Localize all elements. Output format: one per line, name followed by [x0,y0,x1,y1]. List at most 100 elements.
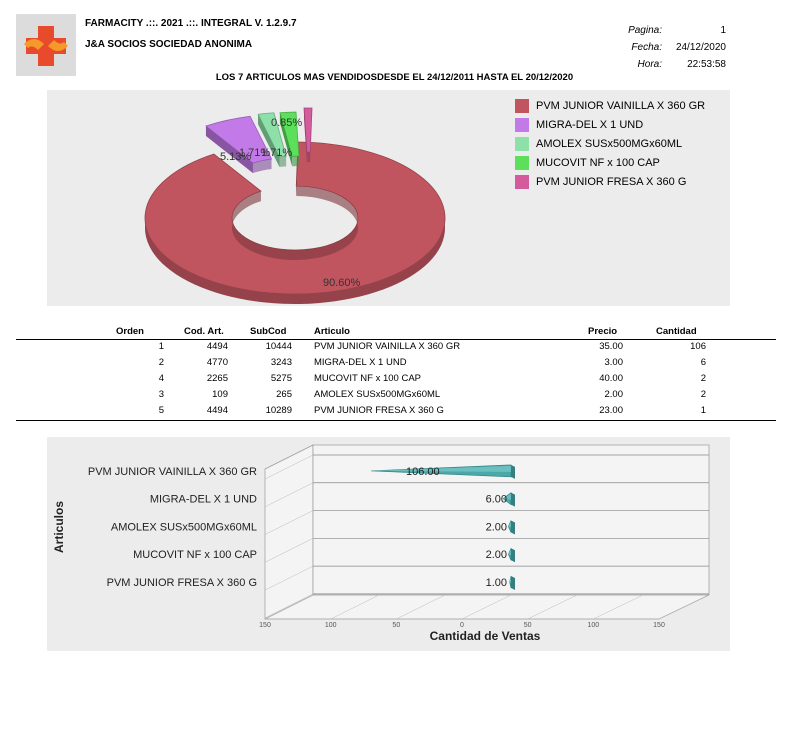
cell-cantidad: 2 [700,373,706,384]
x-tick-label: 100 [587,622,599,629]
col-subcod: SubCod [250,326,287,337]
cell-articulo: MIGRA-DEL X 1 UND [314,357,407,368]
pie-label-2: 1.71% [239,147,270,159]
cell-subcod: 3243 [270,357,292,368]
x-tick-label: 100 [325,622,337,629]
legend-item: PVM JUNIOR VAINILLA X 360 GR [515,96,705,115]
legend-swatch [515,98,529,113]
y-category-label: PVM JUNIOR VAINILLA X 360 GR [88,466,257,478]
cell-cantidad: 2 [700,389,706,400]
hora-label: Hora: [637,59,662,70]
col-articulo: Articulo [314,326,350,337]
pie-slice-3 [279,111,300,167]
table-row: 3 109 265 AMOLEX SUSx500MGx60ML 2.00 2 [16,389,776,405]
cell-subcod: 265 [276,389,292,400]
pie-label-1: 5.13% [220,151,251,163]
cell-precio: 35.00 [599,341,623,352]
legend-label: MUCOVIT NF x 100 CAP [536,156,660,169]
legend-swatch [515,174,529,189]
table-row: 4 2265 5275 MUCOVIT NF x 100 CAP 40.00 2 [16,373,776,389]
table-row: 2 4770 3243 MIGRA-DEL X 1 UND 3.00 6 [16,357,776,373]
pie-slice-1 [205,115,273,174]
cell-cod: 4770 [206,357,228,368]
table-header-divider [16,339,776,340]
cell-cantidad: 1 [700,405,706,416]
col-orden: Orden [116,326,144,337]
cell-orden: 3 [158,389,164,400]
cell-articulo: PVM JUNIOR FRESA X 360 G [314,405,444,416]
bar-1 [502,492,515,507]
cell-articulo: MUCOVIT NF x 100 CAP [314,373,421,384]
cell-cantidad: 6 [700,357,706,368]
pie-legend: PVM JUNIOR VAINILLA X 360 GR MIGRA-DEL X … [515,96,705,191]
fecha-label: Fecha: [631,42,662,53]
y-category-label: MUCOVIT NF x 100 CAP [133,549,257,561]
cell-orden: 4 [158,373,164,384]
pie-label-4: 0.85% [271,117,302,129]
hora-value: 22:53:58 [687,59,726,70]
bar-value-label: 2.00 [486,549,507,561]
cell-orden: 1 [158,341,164,352]
legend-item: AMOLEX SUSx500MGx60ML [515,134,705,153]
cell-cantidad: 106 [690,341,706,352]
x-tick-label: 0 [460,622,464,629]
table-bottom-divider [16,420,776,421]
cell-cod: 4494 [206,341,228,352]
legend-item: PVM JUNIOR FRESA X 360 G [515,172,705,191]
bar-value-label: 6.00 [486,494,507,506]
col-precio: Precio [588,326,618,337]
bar-4 [509,575,515,590]
x-tick-label: 150 [653,622,665,629]
x-tick-label: 50 [392,622,400,629]
pie-slice-2 [257,112,287,167]
cell-precio: 23.00 [599,405,623,416]
pagina-value: 1 [720,25,726,36]
bar-2 [508,520,515,535]
y-axis-title: Articulos [52,501,66,553]
cell-subcod: 10289 [265,405,292,416]
x-tick-label: 150 [259,622,271,629]
legend-label: PVM JUNIOR FRESA X 360 G [536,175,687,188]
table-row: 5 4494 10289 PVM JUNIOR FRESA X 360 G 23.00 1 [16,405,776,421]
cell-cod: 4494 [206,405,228,416]
y-category-label: MIGRA-DEL X 1 UND [150,494,257,506]
report-title: LOS 7 ARTICULOS MAS VENDIDOSDESDE EL 24/… [215,72,574,83]
app-title: FARMACITY .::. 2021 .::. INTEGRAL V. 1.2… [85,18,297,29]
cell-subcod: 5275 [270,373,292,384]
cell-articulo: PVM JUNIOR VAINILLA X 360 GR [314,341,461,352]
bar-chart: 150 100 50 0 50 100 150 106.00 PVM JUNIOR VAINIL… [52,444,710,643]
legend-label: AMOLEX SUSx500MGx60ML [536,137,683,150]
x-tick-label: 50 [524,622,532,629]
col-cod-art: Cod. Art. [184,326,224,337]
x-axis-title: Cantidad de Ventas [430,629,541,643]
cell-cod: 2265 [206,373,228,384]
legend-label: MIGRA-DEL X 1 UND [536,118,644,131]
bar-value-label: 1.00 [486,577,507,589]
cell-precio: 2.00 [604,389,624,400]
legend-swatch [515,136,529,151]
bar-chart-panel: 150 100 50 0 50 100 150 106.00 PVM JUNIOR VAINIL… [47,437,730,651]
pie-label-0: 90.60% [323,277,361,289]
pharmacy-cross-hands-icon [16,14,76,76]
company-name: J&A SOCIOS SOCIEDAD ANONIMA [85,39,253,50]
legend-item: MUCOVIT NF x 100 CAP [515,153,705,172]
cell-orden: 5 [158,405,164,416]
bar-3 [508,548,515,563]
articles-table: Orden Cod. Art. SubCod Articulo Precio C… [16,322,776,418]
fecha-value: 24/12/2020 [675,42,726,53]
pie-slice-4 [303,107,313,163]
pie-slice-0 [144,141,446,304]
pie-chart: 90.60%5.13%1.71%1.71%0.85% [144,107,446,304]
legend-label: PVM JUNIOR VAINILLA X 360 GR [536,99,706,112]
bar-0 [371,464,515,479]
cell-articulo: AMOLEX SUSx500MGx60ML [314,389,441,400]
bar-value-label: 106.00 [406,466,440,478]
pie-label-3: 1.71% [261,147,292,159]
pagina-label: Pagina: [628,25,662,36]
cell-subcod: 10444 [265,341,292,352]
y-category-label: AMOLEX SUSx500MGx60ML [111,521,257,533]
table-row: 1 4494 10444 PVM JUNIOR VAINILLA X 360 GR 35… [16,341,776,357]
bar-value-label: 2.00 [486,521,507,533]
pie-chart-panel: 90.60% 5.13% 1.71% 1.71% 0.85% PVM JUNIOR VA… [47,90,730,306]
cell-precio: 40.00 [599,373,623,384]
